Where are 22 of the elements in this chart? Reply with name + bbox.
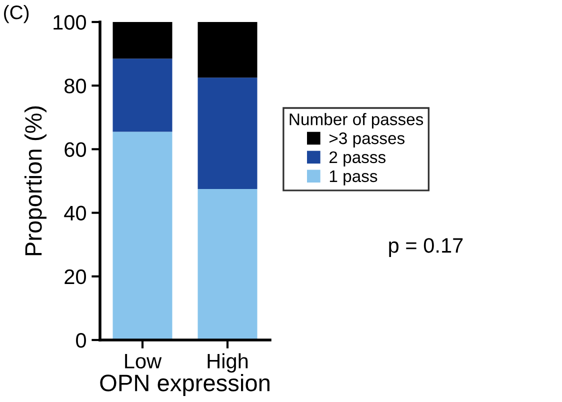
y-tick-label: 0 <box>76 333 86 348</box>
y-tick-label: 80 <box>64 78 86 94</box>
bar <box>198 22 258 78</box>
bar <box>112 22 172 59</box>
text: p = 0.17 <box>389 238 463 257</box>
legend-title: Number of passes <box>290 112 424 129</box>
x-axis-title: OPN expression <box>100 374 270 396</box>
y-tick-label: 100 <box>54 15 86 30</box>
bar <box>112 132 172 340</box>
legend-label: 1 pass <box>330 170 378 186</box>
legend-label: >3 passes <box>329 132 405 148</box>
text: (C) <box>4 5 29 24</box>
y-tick-label: 40 <box>64 206 86 221</box>
legend-label: 2 passs <box>330 151 386 166</box>
x-tick-label: Low <box>125 354 162 368</box>
y-tick-label: 60 <box>64 142 86 157</box>
bar <box>112 58 172 132</box>
x-tick-label: High <box>208 353 248 373</box>
bar <box>198 78 258 189</box>
y-axis-title: Proportion (%) <box>24 106 46 256</box>
bar <box>198 188 258 340</box>
y-tick-label: 20 <box>64 269 86 284</box>
